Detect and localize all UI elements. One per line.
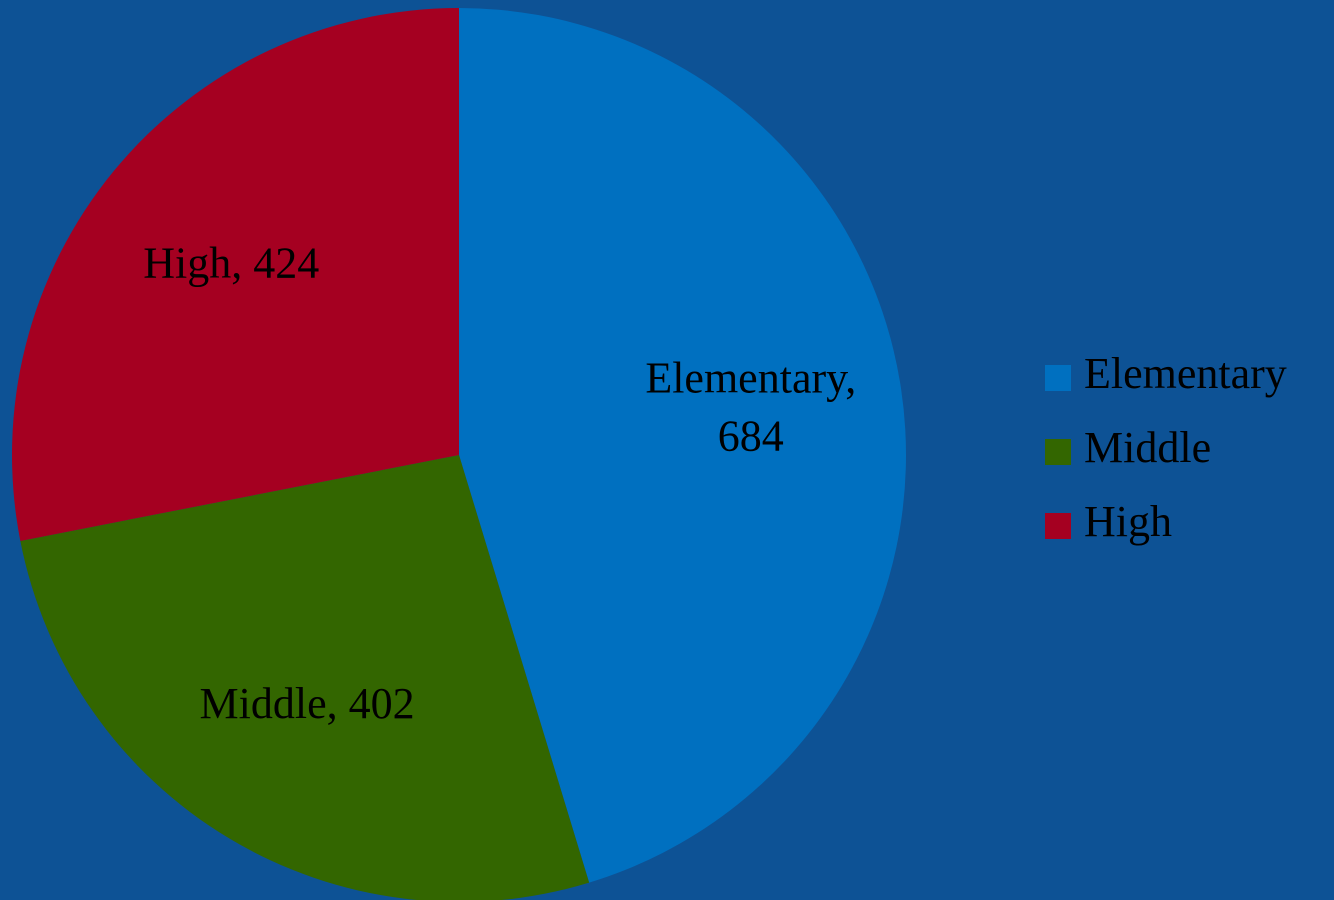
data-label: Elementary, 684 [645, 354, 856, 461]
legend-swatch [1045, 365, 1071, 391]
data-label: High, 424 [143, 239, 319, 288]
legend-label: Middle [1084, 423, 1211, 472]
legend-swatch [1045, 513, 1071, 539]
pie-slice [459, 8, 906, 883]
legend-label: High [1084, 497, 1172, 546]
legend-swatch [1045, 439, 1071, 465]
legend-label: Elementary [1084, 349, 1287, 398]
pie-slice [20, 455, 590, 900]
data-label: Middle, 402 [200, 679, 415, 728]
pie-slice [12, 8, 460, 541]
